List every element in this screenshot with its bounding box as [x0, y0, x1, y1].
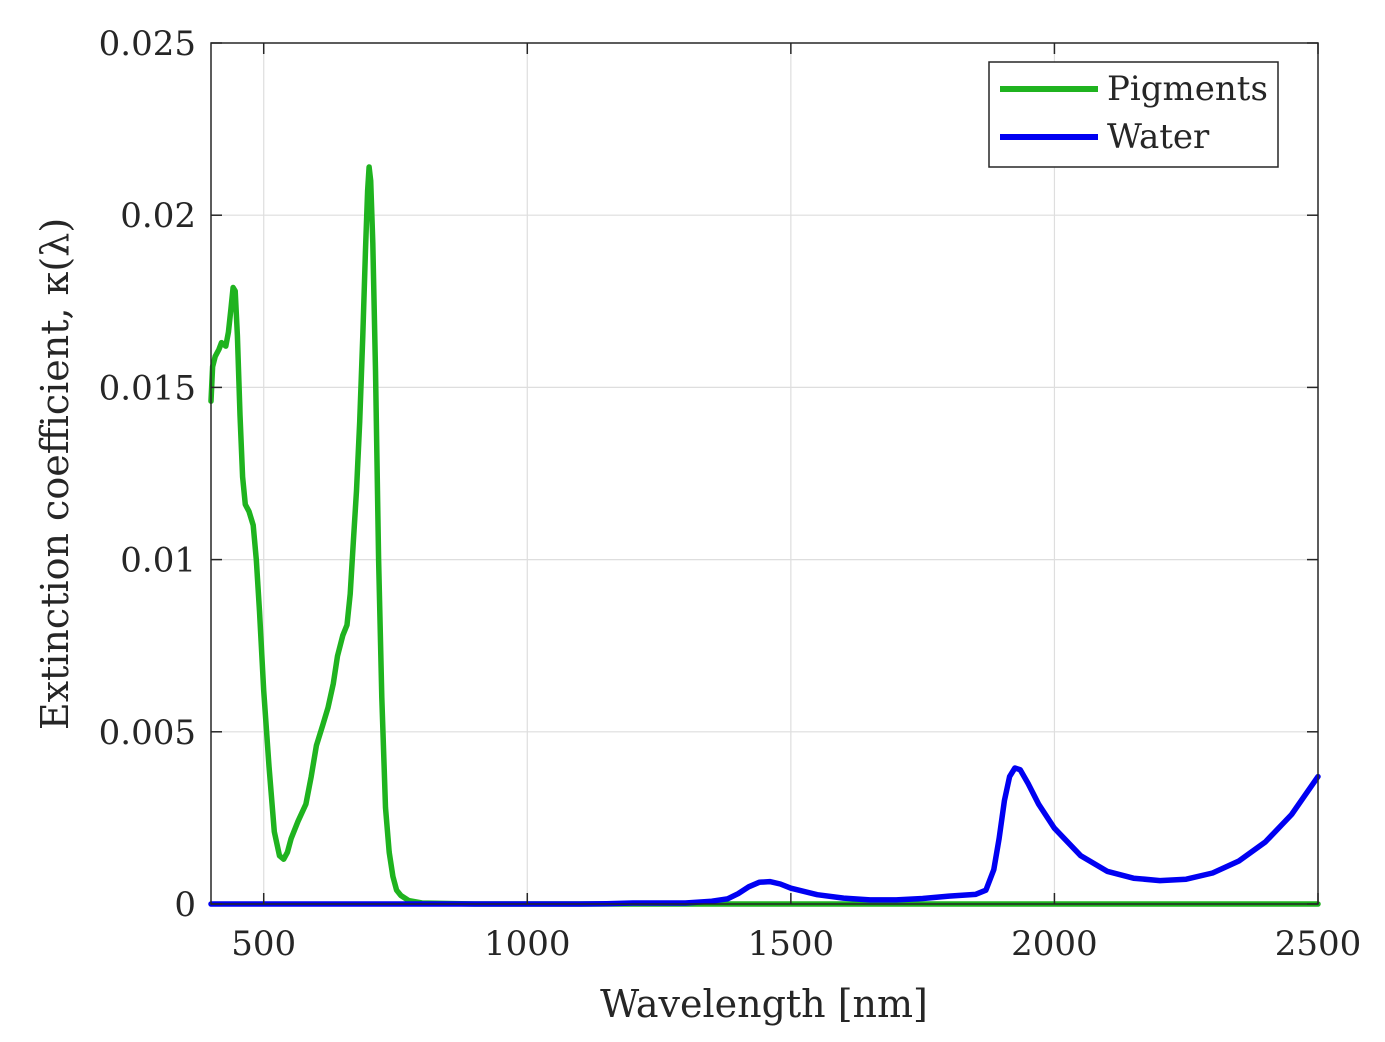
series-layer: [208, 164, 1321, 907]
y-axis-label: Extinction coefficient, κ(λ): [33, 218, 77, 730]
plot-area: [211, 43, 1318, 904]
y-tick-label: 0.01: [120, 541, 196, 581]
y-tick-label: 0: [174, 885, 196, 925]
y-tick-label: 0.02: [120, 196, 196, 236]
x-tick-label: 2000: [1011, 924, 1098, 964]
y-tick-label: 0.015: [99, 368, 196, 408]
x-tick-label: 1000: [484, 924, 571, 964]
axes-box: [210, 42, 1319, 905]
legend: Pigments Water: [988, 61, 1279, 168]
axes: [210, 42, 1319, 905]
series-line-water: [208, 765, 1321, 907]
legend-label-pigments: Pigments: [1107, 69, 1268, 109]
series-line-pigments: [208, 164, 1321, 907]
legend-box: [988, 61, 1279, 168]
y-tick-label: 0.025: [99, 24, 196, 64]
x-tick-label: 500: [231, 924, 296, 964]
x-tick-label: 2500: [1275, 924, 1362, 964]
tick-labels: 500 1000 1500 2000 2500 0 0.005 0.01 0.015 0.02 0.…: [99, 24, 1362, 964]
y-tick-label: 0.005: [99, 713, 196, 753]
x-axis-label: Wavelength [nm]: [600, 982, 928, 1026]
x-tick-label: 1500: [748, 924, 835, 964]
grid: [211, 43, 1318, 904]
legend-label-water: Water: [1107, 117, 1210, 157]
